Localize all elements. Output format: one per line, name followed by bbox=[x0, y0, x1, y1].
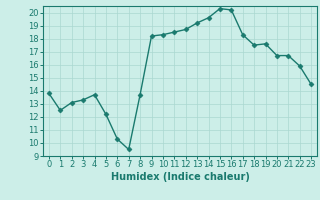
X-axis label: Humidex (Indice chaleur): Humidex (Indice chaleur) bbox=[111, 172, 249, 182]
